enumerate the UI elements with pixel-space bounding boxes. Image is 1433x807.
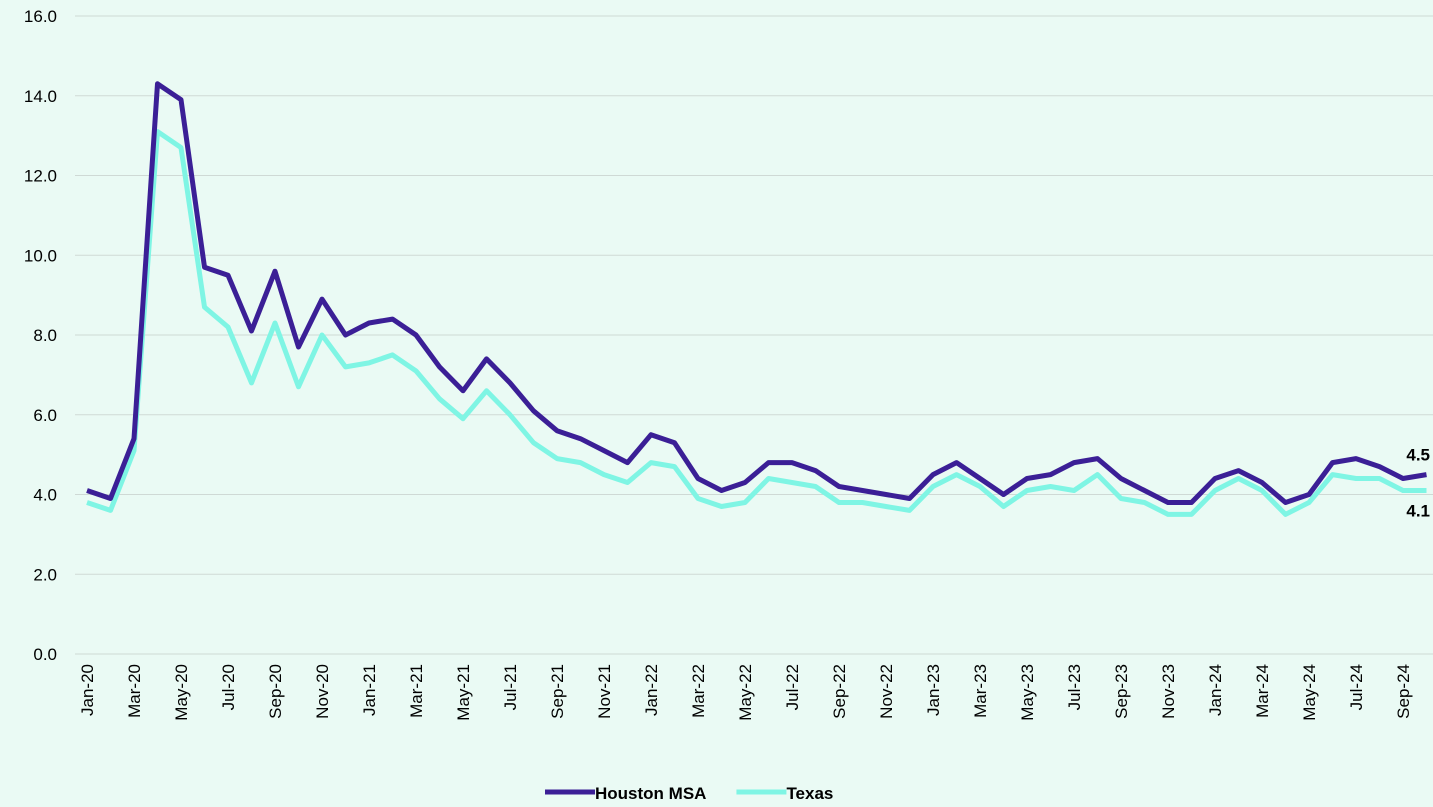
x-tick-label: Sep-20 xyxy=(266,664,285,719)
data-label: 4.5 xyxy=(1406,446,1430,465)
x-tick-label: Sep-23 xyxy=(1112,664,1131,719)
x-tick-label: May-23 xyxy=(1018,664,1037,721)
x-tick-label: Jan-21 xyxy=(360,664,379,716)
x-tick-label: Nov-22 xyxy=(877,664,896,719)
y-tick-label: 6.0 xyxy=(33,406,57,425)
y-tick-label: 10.0 xyxy=(24,246,57,265)
x-tick-label: Jan-22 xyxy=(642,664,661,716)
y-tick-label: 4.0 xyxy=(33,486,57,505)
y-tick-label: 8.0 xyxy=(33,326,57,345)
x-tick-label: Mar-21 xyxy=(407,664,426,718)
x-tick-label: Jan-23 xyxy=(924,664,943,716)
x-tick-label: Sep-21 xyxy=(548,664,567,719)
x-tick-label: May-21 xyxy=(454,664,473,721)
y-tick-label: 12.0 xyxy=(24,167,57,186)
y-tick-label: 0.0 xyxy=(33,645,57,664)
x-tick-label: Mar-22 xyxy=(689,664,708,718)
x-tick-label: Jul-21 xyxy=(501,664,520,710)
x-tick-label: Jul-20 xyxy=(219,664,238,710)
y-tick-label: 2.0 xyxy=(33,565,57,584)
legend-label: Texas xyxy=(786,784,833,803)
x-tick-label: Mar-20 xyxy=(125,664,144,718)
line xyxy=(86,129,1427,517)
x-tick-label: Jan-20 xyxy=(78,664,97,716)
x-tick-label: Sep-22 xyxy=(830,664,849,719)
line xyxy=(86,81,1427,505)
x-tick-label: May-20 xyxy=(172,664,191,721)
x-tick-label: Nov-20 xyxy=(313,664,332,719)
x-tick-label: Nov-23 xyxy=(1159,664,1178,719)
x-tick-label: Jul-23 xyxy=(1065,664,1084,710)
y-tick-label: 14.0 xyxy=(24,87,57,106)
data-label: 4.1 xyxy=(1406,502,1430,521)
y-tick-label: 16.0 xyxy=(24,7,57,26)
x-tick-label: Jan-24 xyxy=(1206,664,1225,716)
x-tick-label: Sep-24 xyxy=(1394,664,1413,719)
x-tick-label: Jul-22 xyxy=(783,664,802,710)
x-tick-label: May-22 xyxy=(736,664,755,721)
x-tick-label: Mar-23 xyxy=(971,664,990,718)
x-tick-label: Jul-24 xyxy=(1347,664,1366,710)
legend-label: Houston MSA xyxy=(595,784,706,803)
x-tick-label: May-24 xyxy=(1300,664,1319,721)
x-tick-label: Nov-21 xyxy=(595,664,614,719)
x-tick-label: Mar-24 xyxy=(1253,664,1272,718)
